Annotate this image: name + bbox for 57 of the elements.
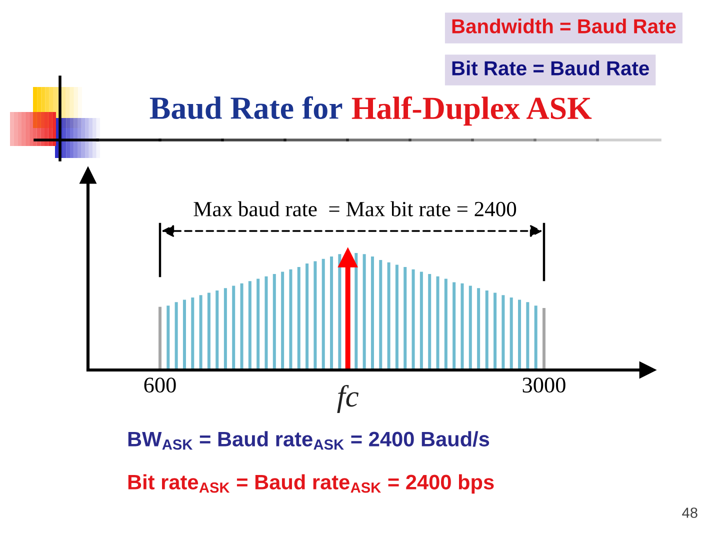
bar <box>224 288 227 370</box>
bar <box>338 254 342 370</box>
bar <box>191 297 194 370</box>
bar <box>395 264 398 370</box>
bar <box>289 269 292 370</box>
bar <box>542 308 546 370</box>
bar <box>362 254 366 370</box>
bar <box>322 258 325 370</box>
bar <box>264 276 268 370</box>
text: Bandwidth = Baud Rate <box>452 18 676 34</box>
bar <box>199 295 202 370</box>
text: BW$_{ASK}$ = Baud rate$_{ASK}$ = 2400 Baud/s <box>128 431 490 450</box>
bar <box>468 286 472 370</box>
bar <box>494 292 497 370</box>
bar <box>379 260 382 370</box>
bar <box>354 253 358 370</box>
bar <box>526 302 530 370</box>
bar <box>272 274 276 370</box>
bar <box>248 281 252 370</box>
chart-title: Baud Rate for Half-Duplex ASK <box>150 96 592 126</box>
bar <box>404 267 407 370</box>
bar <box>412 269 415 370</box>
bar <box>216 290 219 370</box>
bar <box>232 286 236 370</box>
bar <box>452 282 456 370</box>
bar <box>281 272 284 370</box>
bar <box>485 290 488 370</box>
bar <box>182 300 186 370</box>
bar <box>240 283 244 370</box>
bar <box>534 306 538 370</box>
bar <box>502 295 505 370</box>
bar <box>444 278 448 370</box>
bar <box>428 274 432 370</box>
bar <box>174 302 178 370</box>
bar <box>436 276 440 370</box>
bar <box>518 300 522 370</box>
bar <box>330 256 334 370</box>
text: fc <box>337 384 359 414</box>
bar <box>166 306 170 370</box>
bar <box>207 292 210 370</box>
text: Bit Rate = Baud Rate <box>452 60 649 76</box>
bar <box>420 272 423 370</box>
bar <box>510 297 513 370</box>
x-tick-label: 3000 <box>522 378 566 393</box>
bar <box>460 283 464 370</box>
text: 48 <box>682 508 698 518</box>
bar <box>306 264 309 370</box>
bar <box>158 306 162 370</box>
bar <box>387 262 390 370</box>
bar <box>370 256 374 370</box>
text: Bit rate$_{ASK}$ = Baud rate$_{ASK}$ = 2400 bps <box>128 474 494 494</box>
text: Max baud rate = Max bit rate = 2400 <box>194 201 516 216</box>
bar <box>477 288 480 370</box>
bar <box>297 267 300 370</box>
bar <box>256 278 260 370</box>
x-tick-label: 600 <box>144 378 176 393</box>
bar <box>314 261 317 370</box>
